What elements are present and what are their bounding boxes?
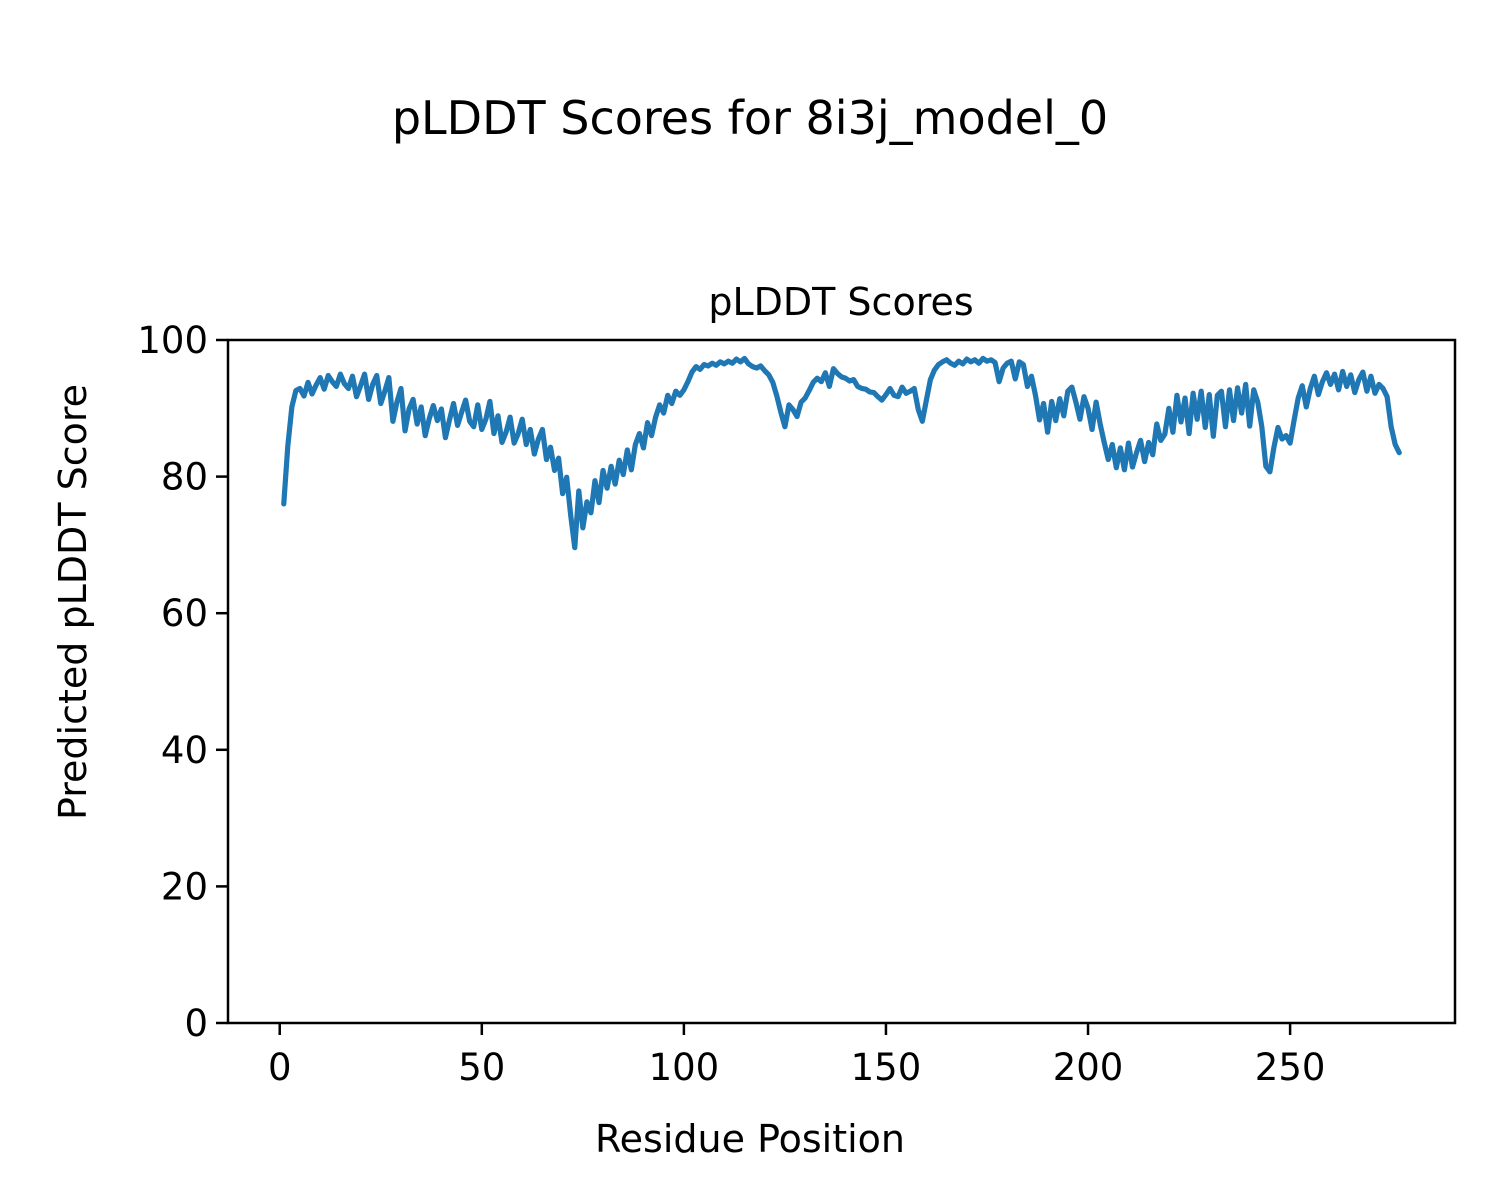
y-tick-label: 40 [161,729,208,772]
figure-title: pLDDT Scores for 8i3j_model_0 [391,91,1109,145]
axes-spines [226,338,1457,1025]
y-tick-label: 0 [184,1002,208,1045]
x-axis-label: Residue Position [594,1117,906,1161]
x-tick-label: 50 [458,1046,505,1089]
x-tick-label: 150 [851,1046,922,1089]
y-tick-label: 60 [161,592,208,635]
x-tick-label: 250 [1255,1046,1326,1089]
plddt-line [281,355,1402,551]
x-tick-label: 100 [649,1046,720,1089]
y-axis-label: Predicted pLDDT Score [51,384,96,820]
x-tick-label: 200 [1053,1046,1124,1089]
y-tick-label: 80 [161,456,208,499]
x-tick-label: 0 [268,1046,292,1089]
y-tick-label: 100 [137,319,208,362]
y-tick-label: 20 [161,865,208,908]
axes-title: pLDDT Scores [708,280,974,324]
